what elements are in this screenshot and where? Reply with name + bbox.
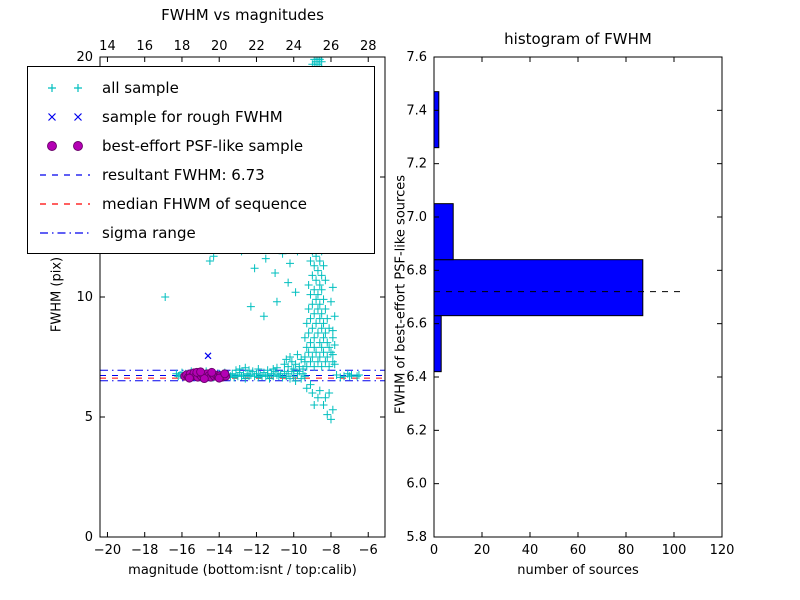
hist-x-tick-label: 0 — [430, 543, 438, 558]
legend-plus-icon — [48, 83, 82, 92]
hist-y-tick-label: 7.6 — [406, 50, 427, 65]
left-plot-title: FWHM vs magnitudes — [161, 6, 324, 24]
bottom-tick-label: −14 — [205, 543, 232, 558]
histogram-bar — [433, 259, 644, 317]
legend-circle-icon — [47, 140, 83, 151]
hist-y-tick-label: 7.4 — [406, 103, 427, 118]
reference-lines — [100, 369, 385, 382]
bottom-tick-label: −6 — [359, 543, 378, 558]
hist-y-tick-label: 6.2 — [406, 423, 427, 438]
series-best-effort-PSF-like-sample — [180, 367, 231, 384]
legend-label: sigma range — [102, 223, 196, 242]
legend-entry: all sample — [36, 73, 366, 102]
top-tick-label: 14 — [99, 39, 116, 54]
legend-label: resultant FWHM: 6.73 — [102, 165, 265, 184]
hist-x-tick-label: 40 — [522, 543, 539, 558]
left-xaxis-label: magnitude (bottom:isnt / top:calib) — [128, 563, 357, 578]
right-xaxis-label: number of sources — [517, 563, 639, 578]
legend-dashed-icon — [40, 202, 90, 205]
bottom-tick-label: −16 — [168, 543, 195, 558]
top-tick-label: 26 — [323, 39, 340, 54]
top-tick-label: 18 — [174, 39, 191, 54]
legend-entry: best-effort PSF-like sample — [36, 131, 366, 160]
hist-x-tick-label: 120 — [710, 543, 735, 558]
legend-label: all sample — [102, 78, 179, 97]
histogram-bar — [433, 203, 454, 261]
legend-label: sample for rough FWHM — [102, 107, 283, 126]
right-plot-title: histogram of FWHM — [504, 30, 652, 48]
hist-y-tick-label: 5.8 — [406, 530, 427, 545]
hist-x-tick-label: 60 — [570, 543, 587, 558]
legend-x-icon — [48, 112, 82, 121]
left-tick-label: 20 — [76, 50, 93, 65]
top-tick-label: 16 — [136, 39, 153, 54]
hist-y-tick-label: 6.8 — [406, 263, 427, 278]
left-axes-frame: −20 −18 −16 −14 −12 −10 −8 −6 14 16 18 20 22 24 26 28 0 5… — [76, 39, 386, 558]
bottom-tick-label: −18 — [131, 543, 158, 558]
left-tick-label: 10 — [76, 290, 93, 305]
top-tick-label: 24 — [285, 39, 302, 54]
top-tick-label: 20 — [211, 39, 228, 54]
hist-y-tick-label: 7.0 — [406, 210, 427, 225]
right-yaxis-label: FWHM of best-effort PSF-like sources — [393, 174, 409, 415]
bottom-tick-label: −8 — [321, 543, 340, 558]
top-tick-label: 28 — [360, 39, 377, 54]
hist-x-tick-label: 20 — [474, 543, 491, 558]
legend-label: best-effort PSF-like sample — [102, 136, 304, 155]
legend-entry: sample for rough FWHM — [36, 102, 366, 131]
hist-y-tick-label: 7.2 — [406, 157, 427, 172]
legend-label: median FHWM of sequence — [102, 194, 307, 213]
hist-y-tick-label: 6.6 — [406, 317, 427, 332]
top-tick-label: 22 — [248, 39, 265, 54]
legend-box: all sample sample for rough FWHM best-effo… — [27, 66, 375, 254]
hist-x-tick-label: 100 — [662, 543, 687, 558]
histogram-bar — [433, 91, 440, 149]
legend-entry: median FHWM of sequence — [36, 189, 366, 218]
legend-dashed-icon — [40, 173, 90, 176]
histogram-bars — [433, 91, 644, 373]
hist-y-tick-label: 6.4 — [406, 370, 427, 385]
left-tick-label: 5 — [85, 410, 93, 425]
bottom-tick-label: −20 — [94, 543, 121, 558]
right-axes-frame: 0 20 40 60 80 100 120 5.8 6.0 6.2 6.4 6.6 6.8 7.0 7.2 7… — [406, 50, 734, 558]
hist-y-tick-label: 6.0 — [406, 477, 427, 492]
legend-entry: resultant FWHM: 6.73 — [36, 160, 366, 189]
bottom-tick-label: −10 — [280, 543, 307, 558]
left-tick-label: 0 — [85, 530, 93, 545]
hist-x-tick-label: 80 — [618, 543, 635, 558]
bottom-tick-label: −12 — [243, 543, 270, 558]
legend-entry: sigma range — [36, 218, 366, 247]
legend-dashdot-icon — [40, 231, 90, 234]
